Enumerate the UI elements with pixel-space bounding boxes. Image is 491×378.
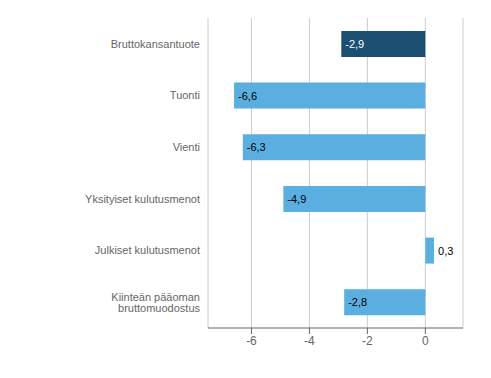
svg-text:Tuonti: Tuonti [170, 89, 200, 101]
svg-text:-4,9: -4,9 [287, 193, 306, 205]
svg-text:-6: -6 [246, 334, 257, 348]
svg-text:-4: -4 [304, 334, 315, 348]
svg-text:0,3: 0,3 [438, 245, 453, 257]
svg-text:-2: -2 [362, 334, 373, 348]
svg-text:-6,3: -6,3 [247, 141, 266, 153]
svg-text:-6,6: -6,6 [238, 90, 257, 102]
svg-text:Julkiset kulutusmenot: Julkiset kulutusmenot [95, 244, 200, 256]
svg-text:0: 0 [422, 334, 429, 348]
svg-text:Vienti: Vienti [173, 141, 200, 153]
svg-text:Bruttokansantuote: Bruttokansantuote [111, 38, 200, 50]
svg-text:Yksityiset kulutusmenot: Yksityiset kulutusmenot [85, 193, 200, 205]
svg-text:Kiinteän pääomanbruttomuodostu: Kiinteän pääomanbruttomuodostus [111, 291, 200, 314]
svg-text:-2,8: -2,8 [348, 296, 367, 308]
svg-text:-2,9: -2,9 [345, 38, 364, 50]
